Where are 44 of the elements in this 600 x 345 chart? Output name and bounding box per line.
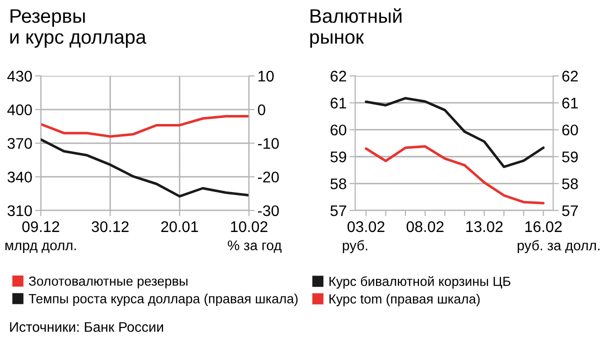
legend-label: Курс бивалютной корзины ЦБ	[330, 276, 510, 289]
chart-title: Валютный рынок	[310, 8, 402, 48]
legend-label: Золотовалютные резервы	[28, 276, 188, 288]
x-tick-label: 30.12	[92, 221, 129, 232]
y2-tick-label: 10	[258, 70, 274, 82]
y2-tick-label: 0	[258, 104, 266, 116]
y-tick-label: 430	[7, 70, 32, 82]
y2-tick-label: 60	[562, 124, 578, 136]
y2-tick-label: 57	[562, 205, 578, 216]
y2-tick-label: 61	[562, 98, 578, 108]
y2-tick-label: -20	[258, 172, 279, 182]
y-tick-label: 59	[330, 152, 346, 162]
y-tick-label: 62	[330, 70, 346, 82]
line-series	[40, 115, 249, 138]
x-tick-label: 20.01	[161, 221, 198, 232]
line-series	[364, 145, 545, 204]
text: Источники: Банк России	[10, 322, 164, 332]
legend-label: Курс tom (правая шкала)	[330, 294, 480, 306]
x-tick-label: 09.12	[22, 221, 60, 232]
y2-tick-label: -30	[258, 205, 279, 216]
y2-tick-label: 58	[562, 178, 578, 190]
x-tick-label: 10.02	[231, 221, 268, 232]
y-tick-label: 58	[330, 178, 346, 190]
y2-tick-label: 62	[562, 70, 578, 82]
y-tick-label: 370	[8, 138, 32, 149]
y-tick-label: 340	[8, 172, 32, 182]
x-tick-label: 16.02	[525, 221, 562, 232]
y-tick-label: 310	[8, 205, 32, 216]
line-series	[364, 96, 545, 168]
y-tick-label: 60	[330, 124, 346, 136]
y-tick-label: 400	[7, 104, 32, 116]
y-tick-label: 57	[330, 205, 346, 216]
legend-label: Темпы роста курса доллара (правая шкала)	[28, 294, 298, 306]
chart-title: Резервы и курс доллара	[10, 9, 146, 48]
y2-axis-title: % за год	[228, 240, 282, 253]
x-tick-label: 08.02	[406, 221, 444, 232]
x-tick-label: 03.02	[348, 221, 384, 232]
y2-axis-title: руб. за долл.	[518, 240, 600, 254]
y-tick-label: 61	[330, 98, 346, 108]
y-axis-title: млрд долл.	[5, 242, 76, 253]
y-axis-title: руб.	[342, 240, 368, 254]
y2-tick-label: 59	[562, 152, 578, 162]
y2-tick-label: -10	[258, 138, 279, 149]
x-tick-label: 13.02	[466, 221, 503, 232]
